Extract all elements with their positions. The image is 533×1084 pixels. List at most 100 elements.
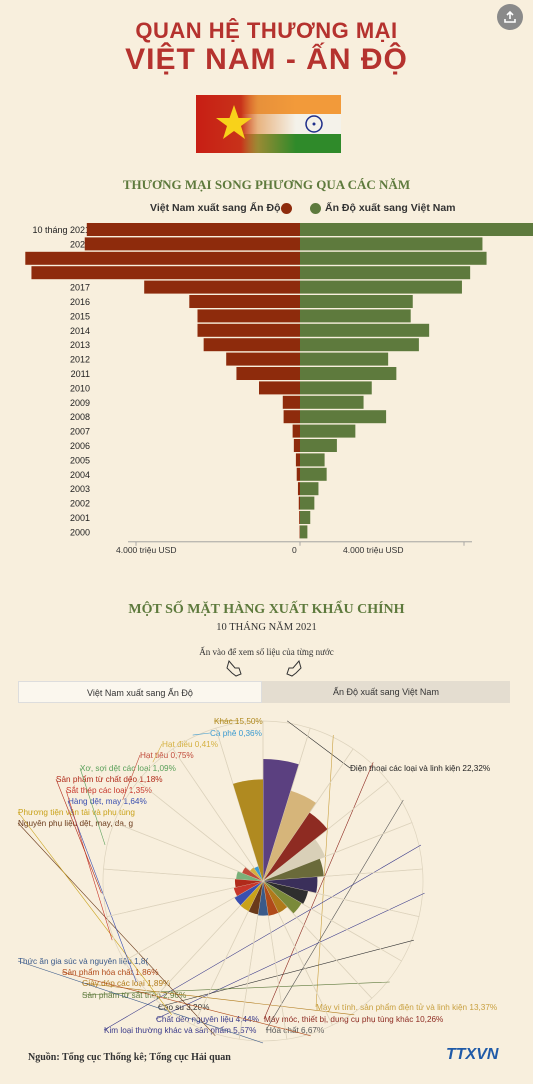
bar-india-export[interactable] — [300, 309, 411, 323]
bar-vn-export[interactable] — [226, 352, 300, 366]
bar-india-export[interactable] — [300, 410, 387, 424]
bar-india-export[interactable] — [300, 424, 356, 438]
bar-vn-export[interactable] — [296, 467, 300, 481]
bar-vn-export[interactable] — [292, 424, 300, 438]
polar-slice[interactable] — [242, 867, 263, 881]
label-leader-line — [17, 811, 172, 1016]
bar-india-export[interactable] — [300, 223, 533, 236]
bar-vn-export[interactable] — [297, 482, 300, 496]
bar-vn-export[interactable] — [295, 453, 300, 467]
bar-india-export[interactable] — [300, 295, 413, 308]
bar-india-export[interactable] — [300, 280, 462, 294]
polar-slice[interactable] — [257, 881, 269, 916]
polar-slice[interactable] — [234, 878, 263, 888]
bar-india-export[interactable] — [300, 525, 308, 539]
label-leader-line — [315, 735, 334, 1008]
bar-vn-export[interactable] — [86, 223, 300, 236]
year-tick-label: 2013 — [70, 340, 90, 350]
bar-vn-export[interactable] — [144, 280, 300, 294]
legend-vn-label: Việt Nam xuất sang Ấn Độ — [150, 202, 281, 214]
label-leader-line — [122, 754, 141, 801]
bar-india-export[interactable] — [300, 237, 483, 251]
label-leader-line — [67, 800, 137, 983]
bar-vn-export[interactable] — [84, 237, 300, 251]
share-button[interactable] — [497, 4, 523, 30]
label-leader-line — [286, 720, 351, 769]
bar-india-export[interactable] — [300, 251, 487, 265]
tab-india-to-vn[interactable]: Ấn Độ xuất sang Việt Nam — [262, 681, 510, 703]
bar-india-export[interactable] — [300, 323, 430, 337]
slice-label: Chất dẻo nguyên liệu 4,44% — [156, 1015, 259, 1024]
polar-slice[interactable] — [263, 881, 309, 905]
polar-slice[interactable] — [250, 867, 263, 881]
polar-slice[interactable] — [263, 858, 324, 881]
bar-vn-export[interactable] — [293, 439, 300, 452]
polar-slice[interactable] — [263, 759, 299, 881]
polar-slice[interactable] — [254, 866, 263, 881]
bar-vn-export[interactable] — [298, 496, 300, 510]
bar-vn-export[interactable] — [203, 338, 300, 352]
bar-india-export[interactable] — [300, 266, 471, 280]
bar-india-export[interactable] — [300, 352, 389, 366]
legend-in-swatch — [310, 203, 321, 214]
bar-india-export[interactable] — [300, 496, 315, 510]
polar-slice[interactable] — [263, 790, 317, 881]
tab-vn-to-india[interactable]: Việt Nam xuất sang Ấn Độ — [18, 681, 262, 703]
pointer-hand-icon-left — [226, 659, 242, 677]
bar-vn-export[interactable] — [283, 410, 300, 424]
label-leader-line — [65, 789, 113, 941]
label-leader-line — [265, 799, 404, 1031]
year-tick-label: 2009 — [70, 398, 90, 408]
pointer-hand-icon-right — [286, 659, 302, 677]
year-tick-label: 10 tháng 2021 — [32, 225, 90, 235]
page-title-line2: VIỆT NAM - ẤN ĐỘ — [125, 43, 408, 76]
bar-vn-export[interactable] — [189, 295, 300, 308]
bar-vn-export[interactable] — [31, 266, 300, 280]
bar-vn-export[interactable] — [282, 395, 300, 409]
slice-label: Phương tiện vận tải và phụ tùng — [18, 808, 135, 817]
slice-label: Xơ, sợi dệt các loại 1,09% — [80, 764, 176, 773]
year-tick-label: 2006 — [70, 441, 90, 451]
bar-vn-export[interactable] — [259, 381, 300, 395]
polar-slice[interactable] — [263, 876, 318, 894]
year-tick-label: 2007 — [70, 427, 90, 437]
polar-slice[interactable] — [263, 881, 288, 913]
polar-slice[interactable] — [233, 881, 263, 897]
bar-india-export[interactable] — [300, 381, 372, 395]
year-tick-label: 2004 — [70, 470, 90, 480]
bar-india-export[interactable] — [300, 395, 364, 409]
polar-slice[interactable] — [233, 779, 263, 881]
slice-label: Hạt tiêu 0,75% — [140, 751, 194, 760]
year-tick-label: 2012 — [70, 355, 90, 365]
bar-india-export[interactable] — [300, 453, 325, 467]
share-icon — [504, 10, 516, 23]
polar-slice[interactable] — [263, 812, 328, 881]
bar-india-export[interactable] — [300, 439, 337, 452]
label-leader-line — [263, 762, 374, 1020]
export-products-polar-chart: Điện thoại các loại và linh kiện 22,32% M… — [17, 717, 497, 1044]
bar-india-export[interactable] — [300, 482, 319, 496]
slice-label: Hóa chất 6,67% — [266, 1026, 324, 1035]
bar-vn-export[interactable] — [299, 511, 300, 524]
bar-vn-export[interactable] — [236, 367, 300, 380]
bar-vn-export[interactable] — [25, 251, 301, 265]
bilateral-trade-bar-chart: 10 tháng 2021202020192018201720162015201… — [25, 223, 533, 546]
bar-india-export[interactable] — [300, 338, 419, 352]
polar-slice[interactable] — [240, 881, 263, 912]
slice-label: Điện thoại các loại và linh kiện 22,32% — [350, 764, 490, 773]
bar-india-export[interactable] — [300, 511, 311, 524]
bar-india-export[interactable] — [300, 367, 397, 380]
polar-slice[interactable] — [263, 881, 302, 914]
year-tick-label: 2020 — [70, 239, 90, 249]
polar-slice[interactable] — [263, 839, 326, 881]
slice-label: Cà phê 0,36% — [210, 729, 262, 738]
year-tick-label: 2005 — [70, 455, 90, 465]
bar-vn-export[interactable] — [197, 323, 301, 337]
polar-slice[interactable] — [234, 881, 263, 906]
slice-label: Sản phẩm từ chất dẻo 1,18% — [56, 774, 163, 784]
products-section-subtitle: 10 THÁNG NĂM 2021 — [216, 622, 317, 633]
bar-india-export[interactable] — [300, 467, 327, 481]
polar-slice[interactable] — [263, 881, 279, 916]
legend-vn-swatch — [281, 203, 292, 214]
bar-vn-export[interactable] — [197, 309, 301, 323]
